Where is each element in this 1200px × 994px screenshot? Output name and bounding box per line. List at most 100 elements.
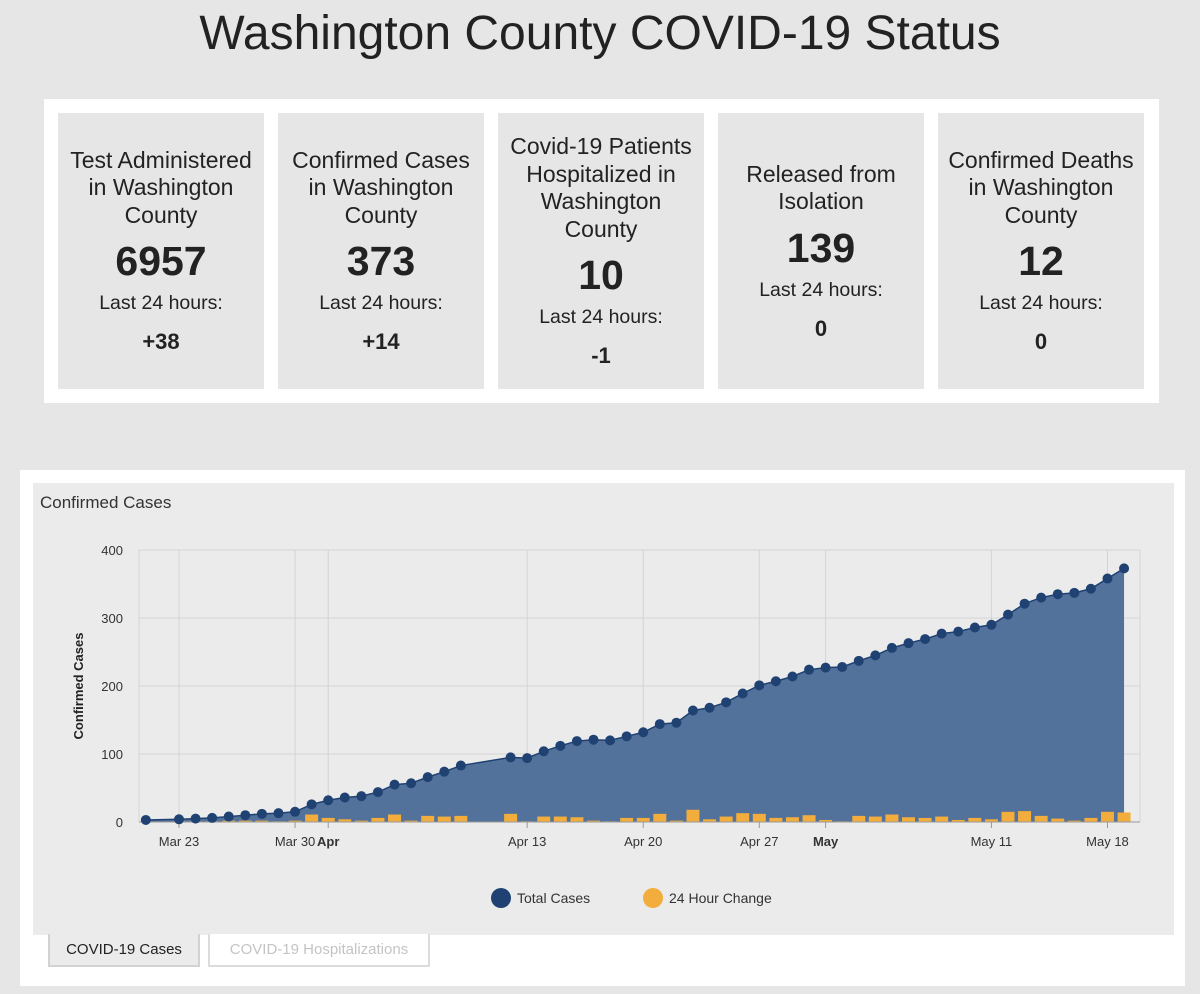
x-tick-label: May xyxy=(813,834,839,849)
total-cases-point xyxy=(422,772,433,783)
change-bar xyxy=(255,820,269,822)
stat-sub-label: Last 24 hours: xyxy=(759,278,883,301)
change-bar xyxy=(537,816,551,822)
tab-covid-cases[interactable]: COVID-19 Cases xyxy=(48,934,200,967)
total-cases-point xyxy=(605,735,616,746)
stat-sub-label: Last 24 hours: xyxy=(99,292,223,315)
stat-label: Test Administered in Washington County xyxy=(70,146,252,228)
stat-value: 10 xyxy=(578,252,624,298)
y-tick-label: 400 xyxy=(101,543,123,558)
total-cases-point xyxy=(505,752,516,763)
y-tick-label: 200 xyxy=(101,679,123,694)
total-cases-area xyxy=(145,568,1125,822)
legend-label: 24 Hour Change xyxy=(669,890,772,906)
total-cases-point xyxy=(721,697,732,708)
change-bar xyxy=(636,817,650,822)
total-cases-point xyxy=(638,727,649,738)
change-bar xyxy=(703,819,717,822)
change-bar xyxy=(752,813,766,822)
change-bar xyxy=(984,819,998,822)
total-cases-point xyxy=(986,619,997,630)
legend-dot-total xyxy=(491,888,511,908)
change-bar xyxy=(968,817,982,822)
x-tick-label: Apr xyxy=(317,834,339,849)
total-cases-point xyxy=(555,740,566,751)
total-cases-point xyxy=(1102,573,1113,584)
legend-item-change[interactable]: 24 Hour Change xyxy=(643,888,772,908)
total-cases-point xyxy=(455,760,466,771)
total-cases-point xyxy=(339,792,350,803)
change-bar xyxy=(1100,811,1114,822)
total-cases-point xyxy=(1119,563,1130,574)
change-bar xyxy=(918,817,932,822)
total-cases-point xyxy=(1036,592,1047,603)
legend-dot-change xyxy=(643,888,663,908)
stat-card-cases: Confirmed Cases in Washington County 373… xyxy=(278,113,484,389)
change-bar xyxy=(1067,820,1081,822)
change-bar xyxy=(951,819,965,822)
change-bar xyxy=(1117,812,1131,822)
change-bar xyxy=(1018,811,1032,822)
total-cases-point xyxy=(240,810,251,821)
change-bar xyxy=(321,817,335,822)
stat-card-released: Released from Isolation 139 Last 24 hour… xyxy=(718,113,924,389)
stat-value: 139 xyxy=(786,224,856,271)
stat-change: -1 xyxy=(591,343,611,368)
change-bar xyxy=(587,820,600,822)
change-bar xyxy=(1001,811,1015,822)
x-tick-label: Apr 27 xyxy=(740,834,778,849)
total-cases-point xyxy=(140,814,151,825)
total-cases-point xyxy=(538,746,549,757)
stat-change: +38 xyxy=(142,329,180,355)
change-bar xyxy=(354,820,368,822)
total-cases-point xyxy=(886,642,897,653)
change-bar xyxy=(736,813,750,822)
chart-area: Confirmed Cases 0 100 200 300 400 Mar 23 Mar 3… xyxy=(33,483,1174,935)
legend-item-total[interactable]: Total Cases xyxy=(491,888,590,908)
total-cases-point xyxy=(356,791,367,802)
total-cases-point xyxy=(256,808,267,819)
tab-covid-hospitalizations[interactable]: COVID-19 Hospitalizations xyxy=(208,934,430,967)
x-tick-label: May 18 xyxy=(1086,834,1129,849)
y-tick-label: 300 xyxy=(101,611,123,626)
change-bar xyxy=(454,815,468,822)
confirmed-cases-chart: 0 100 200 300 400 Mar 23 Mar 30 Apr Apr 13 Apr 20… xyxy=(71,543,1141,849)
change-bar xyxy=(868,816,882,822)
total-cases-point xyxy=(223,811,234,822)
x-tick-label: Apr 20 xyxy=(624,834,662,849)
change-bar xyxy=(935,816,949,822)
total-cases-point xyxy=(406,778,417,789)
change-bar xyxy=(421,815,435,822)
total-cases-point xyxy=(323,795,334,806)
change-bar xyxy=(1034,815,1048,822)
total-cases-point xyxy=(737,688,748,699)
change-bar xyxy=(238,820,252,822)
change-bar xyxy=(669,820,683,822)
y-tick-label: 0 xyxy=(116,815,123,830)
change-bar xyxy=(902,817,916,822)
total-cases-point xyxy=(522,753,533,764)
total-cases-point xyxy=(903,638,914,649)
change-bar xyxy=(570,817,584,822)
x-tick-label: May 11 xyxy=(971,834,1013,849)
stats-panel: Test Administered in Washington County 6… xyxy=(44,99,1159,403)
chart-panel: Confirmed Cases 0 100 200 300 400 Mar 23 Mar 3… xyxy=(20,470,1185,986)
stat-label: Confirmed Deaths in Washington County xyxy=(948,146,1134,228)
total-cases-point xyxy=(687,705,698,716)
change-bar xyxy=(437,816,451,822)
stat-change: 0 xyxy=(814,315,828,341)
stat-sub-label: Last 24 hours: xyxy=(539,306,663,328)
total-cases-point xyxy=(770,676,781,687)
change-bar xyxy=(404,820,418,822)
change-bar xyxy=(885,814,899,822)
change-bar xyxy=(719,816,733,822)
stat-card-hospitalized: Covid-19 Patients Hospitalized in Washin… xyxy=(498,113,704,389)
change-bar xyxy=(653,813,667,822)
total-cases-point xyxy=(306,799,317,810)
change-bar xyxy=(288,820,302,822)
total-cases-point xyxy=(704,702,715,713)
change-bar xyxy=(1084,817,1098,822)
stat-card-deaths: Confirmed Deaths in Washington County 12… xyxy=(938,113,1144,389)
total-cases-point xyxy=(389,779,400,790)
x-tick-label: Mar 30 xyxy=(275,834,315,849)
